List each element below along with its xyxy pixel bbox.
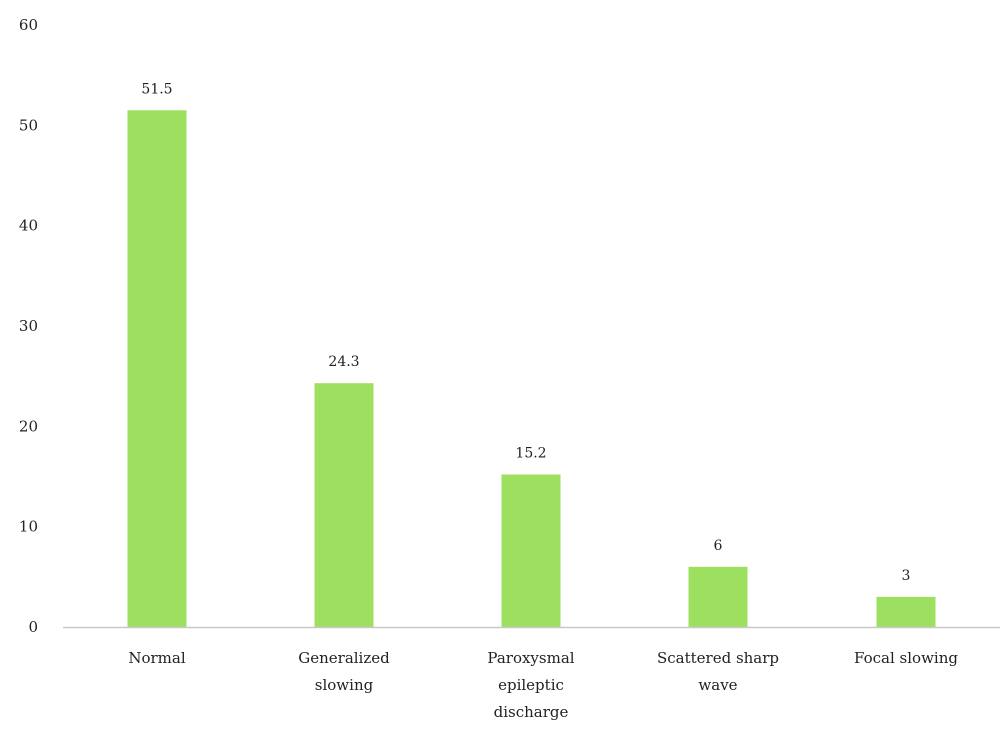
bars-group xyxy=(127,110,936,628)
data-label: 6 xyxy=(714,538,723,554)
bar xyxy=(876,596,936,627)
data-label: 51.5 xyxy=(141,81,172,97)
data-label: 3 xyxy=(902,568,911,584)
category-label-line: slowing xyxy=(315,676,374,694)
data-label: 24.3 xyxy=(328,354,359,370)
category-label-line: wave xyxy=(698,676,737,694)
y-tick-label: 30 xyxy=(19,317,38,335)
y-tick-label: 0 xyxy=(28,618,38,636)
category-label-line: Generalized xyxy=(298,649,390,667)
category-labels-group: Normal Generalized slowing Paroxysmal epilep… xyxy=(128,649,958,721)
category-label-line: Focal slowing xyxy=(854,649,958,667)
category-label: Normal xyxy=(128,649,185,667)
y-tick-label: 10 xyxy=(19,518,38,536)
category-label-line: epileptic xyxy=(498,676,564,694)
category-label: Paroxysmal epileptic discharge xyxy=(487,649,574,721)
category-label: Generalized slowing xyxy=(298,649,390,694)
category-label-line: discharge xyxy=(494,703,569,721)
y-axis-ticks: 0 10 20 30 40 50 60 xyxy=(19,16,38,636)
category-label-line: Normal xyxy=(128,649,185,667)
category-label: Focal slowing xyxy=(854,649,958,667)
bar xyxy=(688,566,748,627)
bar xyxy=(501,474,561,627)
y-tick-label: 20 xyxy=(19,417,38,435)
data-labels-group: 51.5 24.3 15.2 6 3 xyxy=(141,81,910,584)
category-label-line: Scattered sharp xyxy=(657,649,779,667)
category-label: Scattered sharp wave xyxy=(657,649,779,694)
data-label: 15.2 xyxy=(515,445,546,461)
bar xyxy=(127,110,187,628)
y-tick-label: 50 xyxy=(19,116,38,134)
category-label-line: Paroxysmal xyxy=(487,649,574,667)
bar xyxy=(314,383,374,627)
y-tick-label: 60 xyxy=(19,16,38,34)
y-tick-label: 40 xyxy=(19,217,38,235)
